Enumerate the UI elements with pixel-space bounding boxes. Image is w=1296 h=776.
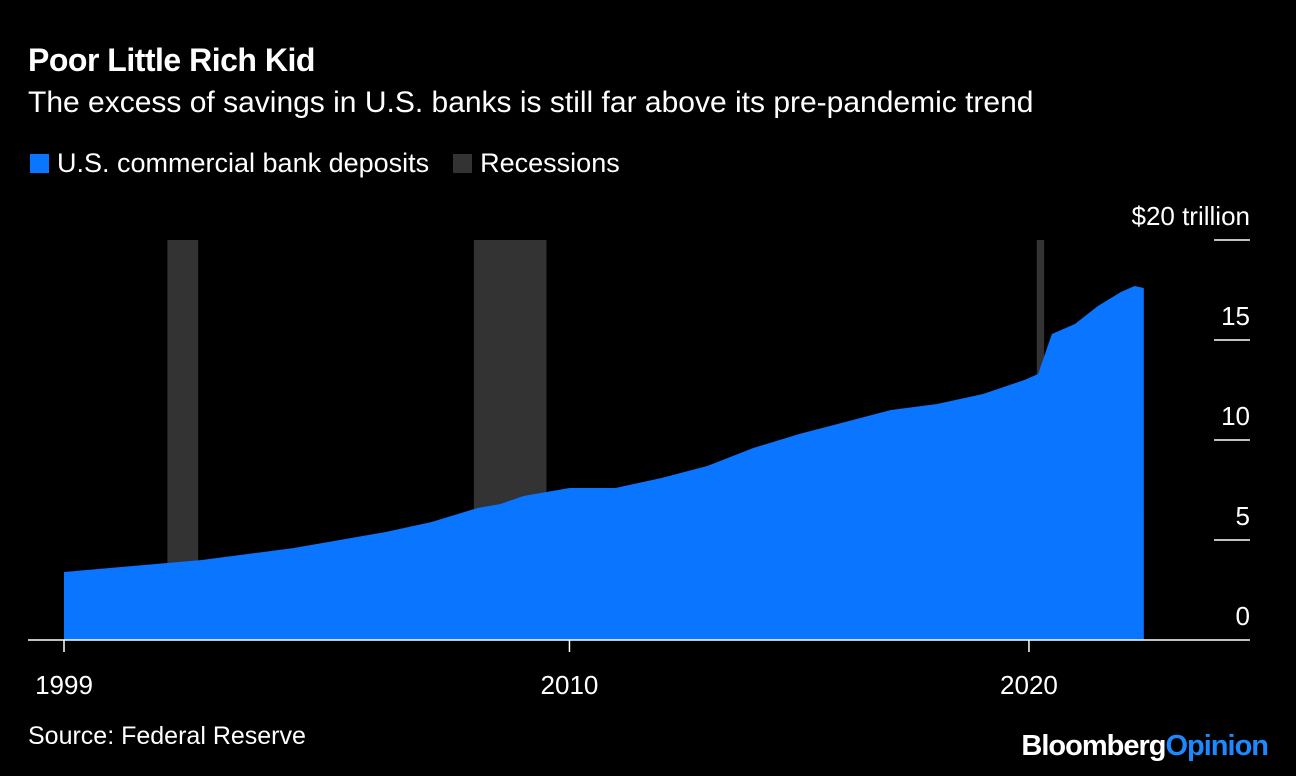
chart-subtitle: The excess of savings in U.S. banks is s… bbox=[28, 86, 1034, 119]
x-tick-label-1: 1999 bbox=[35, 670, 93, 700]
legend-swatch-deposits bbox=[30, 154, 49, 173]
y-tick-label-2: 5 bbox=[1236, 501, 1250, 531]
brand-accent: Opinion bbox=[1165, 730, 1269, 762]
x-tick-label-2: 2010 bbox=[541, 670, 599, 700]
y-tick-label-1: 0 bbox=[1236, 601, 1250, 631]
y-tick-label-4: 15 bbox=[1221, 301, 1250, 331]
y-tick-label-3: 10 bbox=[1221, 401, 1250, 431]
brand-logo: BloombergOpinion bbox=[1021, 730, 1269, 763]
legend: U.S. commercial bank deposits Recessions bbox=[30, 148, 644, 179]
legend-item-recessions: Recessions bbox=[453, 148, 620, 179]
source-note: Source: Federal Reserve bbox=[28, 722, 306, 750]
legend-item-deposits: U.S. commercial bank deposits bbox=[30, 148, 429, 179]
y-tick-label-5: $20 trillion bbox=[1131, 201, 1250, 231]
legend-swatch-recessions bbox=[453, 154, 473, 173]
legend-label-deposits: U.S. commercial bank deposits bbox=[57, 148, 430, 178]
x-tick-label-3: 2020 bbox=[1000, 670, 1058, 700]
chart-title: Poor Little Rich Kid bbox=[28, 42, 315, 78]
legend-label-recessions: Recessions bbox=[480, 148, 620, 178]
brand-main: Bloomberg bbox=[1021, 730, 1166, 762]
series-area-1 bbox=[64, 286, 1144, 640]
